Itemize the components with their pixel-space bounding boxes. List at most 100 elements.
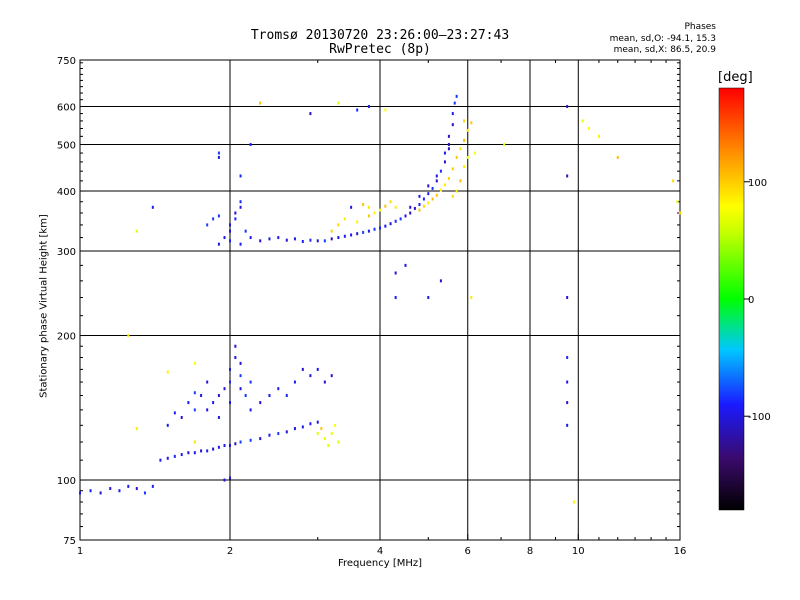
- data-point-O: [427, 192, 430, 196]
- data-point-X: [384, 204, 387, 208]
- data-point-X: [320, 427, 323, 431]
- data-point-O: [394, 219, 397, 223]
- data-point-X: [166, 370, 169, 374]
- data-point-X: [422, 204, 425, 208]
- data-point-O: [89, 489, 92, 493]
- data-point-X: [384, 108, 387, 112]
- colorbar-tick-label: 0: [748, 295, 754, 306]
- data-point-O: [193, 391, 196, 395]
- data-point-O: [566, 355, 569, 359]
- data-point-O: [268, 433, 271, 437]
- data-point-O: [109, 487, 112, 491]
- data-point-O: [384, 224, 387, 228]
- data-point-X: [193, 361, 196, 365]
- data-point-O: [427, 184, 430, 188]
- colorbar-tick-label: 100: [748, 178, 767, 189]
- data-point-X: [330, 432, 333, 436]
- data-point-X: [503, 143, 506, 147]
- data-point-X: [451, 167, 454, 171]
- data-point-X: [427, 201, 430, 205]
- data-point-O: [223, 444, 226, 448]
- x-tick-label: 10: [572, 546, 585, 557]
- data-point-X: [463, 138, 466, 142]
- data-point-X: [127, 334, 130, 338]
- chart-title: Tromsø 20130720 23:26:00–23:27:43: [250, 28, 510, 43]
- data-point-O: [285, 238, 288, 242]
- data-point-O: [367, 229, 370, 233]
- data-point-O: [259, 437, 262, 441]
- data-point-O: [249, 236, 252, 240]
- data-point-O: [443, 151, 446, 155]
- data-point-O: [200, 449, 203, 453]
- data-point-X: [470, 296, 473, 300]
- data-point-O: [309, 238, 312, 242]
- data-point-O: [249, 380, 252, 384]
- colorbar-label: [deg]: [718, 70, 753, 85]
- data-point-O: [268, 394, 271, 398]
- data-point-O: [379, 226, 381, 230]
- data-point-O: [217, 214, 220, 218]
- data-point-O: [234, 211, 237, 215]
- data-point-X: [389, 200, 392, 204]
- data-point-O: [239, 387, 242, 391]
- data-point-O: [268, 237, 271, 241]
- data-point-X: [439, 188, 442, 192]
- data-point-O: [212, 401, 215, 405]
- data-point-O: [159, 458, 162, 462]
- data-point-O: [151, 484, 154, 488]
- data-point-O: [239, 200, 242, 204]
- data-point-O: [323, 239, 326, 243]
- data-point-O: [447, 143, 450, 147]
- data-point-O: [566, 380, 569, 384]
- data-point-O: [356, 108, 359, 112]
- data-point-O: [180, 415, 183, 419]
- data-point-X: [672, 179, 675, 183]
- data-point-X: [572, 500, 575, 504]
- data-point-O: [217, 242, 220, 246]
- data-point-O: [234, 442, 237, 446]
- data-point-O: [350, 205, 353, 209]
- data-point-O: [413, 206, 416, 210]
- data-point-X: [447, 176, 450, 180]
- data-point-O: [234, 355, 237, 359]
- data-point-O: [566, 105, 569, 109]
- y-tick-label: 500: [57, 141, 76, 152]
- data-point-X: [459, 147, 462, 151]
- data-point-O: [244, 394, 247, 398]
- x-tick-label: 1: [77, 546, 83, 557]
- data-point-O: [455, 94, 458, 98]
- data-point-X: [135, 427, 138, 431]
- data-point-O: [418, 194, 421, 198]
- data-point-X: [466, 128, 469, 132]
- data-point-O: [223, 478, 226, 482]
- data-point-X: [470, 121, 473, 125]
- data-point-O: [217, 394, 220, 398]
- y-tick-label: 75: [63, 536, 76, 547]
- data-point-X: [679, 211, 681, 215]
- data-point-O: [293, 427, 296, 431]
- data-point-O: [234, 217, 237, 221]
- data-point-O: [316, 239, 319, 243]
- data-point-O: [337, 236, 340, 240]
- data-point-O: [173, 454, 176, 458]
- data-point-X: [367, 205, 370, 209]
- data-point-X: [373, 211, 376, 215]
- data-point-X: [616, 155, 619, 159]
- data-point-O: [566, 401, 569, 405]
- data-point-O: [309, 374, 312, 378]
- data-point-O: [249, 438, 252, 442]
- data-point-O: [99, 491, 102, 495]
- data-point-O: [212, 217, 215, 221]
- data-point-O: [173, 411, 176, 415]
- data-point-O: [566, 174, 569, 178]
- data-point-O: [362, 230, 365, 234]
- data-point-X: [327, 444, 330, 448]
- y-tick-label: 100: [57, 476, 76, 487]
- data-point-O: [193, 408, 196, 412]
- data-point-O: [309, 422, 312, 426]
- data-point-O: [206, 380, 209, 384]
- data-point-X: [367, 214, 370, 218]
- data-point-O: [206, 223, 209, 227]
- data-point-O: [239, 205, 242, 209]
